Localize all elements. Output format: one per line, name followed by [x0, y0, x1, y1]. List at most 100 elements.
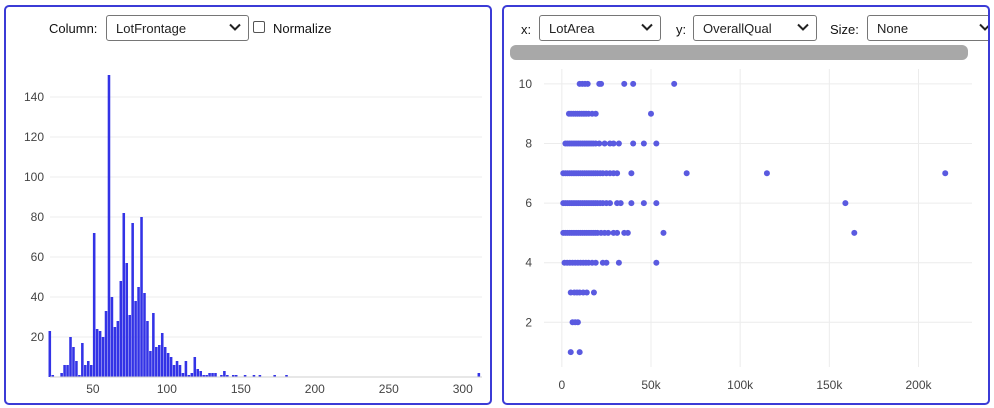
histogram-bar: [134, 301, 137, 377]
histogram-bar: [116, 321, 120, 377]
size-select[interactable]: None: [867, 15, 988, 41]
y-tick-label: 2: [525, 315, 532, 329]
histogram-bar: [193, 357, 197, 377]
histogram-bar: [128, 315, 131, 377]
scatter-point: [617, 200, 624, 207]
normalize-label: Normalize: [273, 21, 332, 36]
scatter-point: [614, 170, 621, 177]
histogram-bar: [143, 293, 146, 377]
scatter-point: [567, 349, 574, 356]
histogram-bar: [122, 213, 126, 377]
y-tick-label: 100: [24, 170, 44, 184]
histogram-panel: Column: LotFrontage Normalize 20 40 60 80 10…: [4, 5, 492, 405]
scatter-point: [640, 140, 647, 147]
histogram-bar: [107, 75, 111, 377]
y-tick-label: 6: [525, 196, 532, 210]
histogram-bar: [155, 347, 158, 377]
scatter-point: [592, 110, 599, 117]
scatter-point: [640, 200, 647, 207]
scatter-point: [763, 170, 770, 177]
histogram-bar: [140, 217, 143, 377]
scatter-point: [842, 200, 849, 207]
histogram-bar: [125, 263, 129, 377]
histogram-bar: [60, 373, 63, 377]
histogram-bar: [477, 373, 481, 377]
scatter-point: [851, 229, 858, 236]
histogram-bar: [208, 373, 211, 377]
histogram-bar: [181, 373, 185, 377]
y-tick-label: 10: [519, 77, 533, 91]
x-tick-label: 150: [231, 382, 251, 396]
scatter-point: [601, 140, 608, 147]
column-label: Column:: [49, 21, 98, 36]
histogram-bar: [220, 375, 223, 377]
column-select[interactable]: LotFrontage: [106, 15, 249, 41]
histogram-bar: [95, 329, 99, 377]
histogram-bar: [234, 375, 238, 377]
scatter-point: [653, 140, 660, 147]
y-tick-label: 8: [525, 137, 532, 151]
histogram-bar: [211, 373, 214, 377]
histogram-bar: [84, 365, 87, 377]
histogram-bar: [51, 375, 55, 377]
histogram-bar: [175, 361, 179, 377]
histogram-bar: [178, 365, 182, 377]
y-tick-label: 80: [31, 210, 45, 224]
histogram-bar: [184, 361, 188, 377]
x-tick-label: 100: [157, 382, 177, 396]
scatter-point: [605, 229, 612, 236]
scatter-point: [590, 289, 597, 296]
histogram-bar: [160, 333, 164, 377]
scatter-point: [592, 259, 599, 266]
histogram-bar: [69, 337, 72, 377]
histogram-bar: [137, 287, 140, 377]
scatter-point: [576, 349, 583, 356]
histogram-bar: [172, 365, 176, 377]
x-tick-label: 0: [558, 378, 565, 392]
histogram-bar: [98, 331, 102, 377]
histogram-bar: [86, 361, 90, 377]
y-tick-label: 4: [525, 256, 532, 270]
histogram-bar: [190, 373, 194, 377]
normalize-checkbox[interactable]: [253, 21, 265, 33]
histogram-bar: [146, 321, 149, 377]
scatter-point: [615, 259, 622, 266]
histogram-bar: [81, 343, 84, 377]
x-axis-label: x:: [521, 22, 532, 37]
scatter-point: [660, 229, 667, 236]
scatter-point: [653, 200, 660, 207]
histogram-bar: [149, 351, 152, 377]
y-axis-label: y:: [676, 22, 687, 37]
histogram-bar: [101, 337, 105, 377]
x-select[interactable]: LotArea: [539, 15, 661, 41]
chevron-down-icon: [641, 23, 653, 31]
scatter-chart: 2 4 6 8 10 0 50k 100k 150k 200k: [519, 69, 972, 392]
scatter-point: [630, 140, 637, 147]
x-tick-label: 200: [305, 382, 325, 396]
histogram-bar: [63, 365, 66, 377]
histogram-bar: [131, 223, 134, 377]
scatter-point: [653, 259, 660, 266]
scatter-point: [598, 80, 605, 87]
scatter-point: [606, 200, 613, 207]
scatter-point: [583, 289, 590, 296]
x-tick-label: 300: [453, 382, 473, 396]
histogram-chart: 20 40 60 80 100 120 140 50 100 150 200 250 300: [24, 75, 482, 396]
chevron-down-icon: [979, 23, 988, 31]
x-tick-label: 100k: [727, 378, 754, 392]
column-select-value: LotFrontage: [116, 21, 187, 36]
scatter-point: [628, 170, 635, 177]
x-select-value: LotArea: [549, 21, 595, 36]
x-tick-label: 50: [86, 382, 100, 396]
x-tick-label: 50k: [641, 378, 661, 392]
histogram-bar: [214, 373, 217, 377]
scatter-point: [624, 229, 631, 236]
histogram-bar: [169, 357, 173, 377]
histogram-bar: [205, 375, 208, 377]
histogram-bar: [92, 233, 96, 377]
y-select[interactable]: OverallQual: [693, 15, 817, 41]
size-label: Size:: [830, 22, 859, 37]
horizontal-scrollbar[interactable]: [510, 45, 968, 60]
scatter-panel: x: LotArea y: OverallQual Size: None 2 4 6…: [502, 5, 990, 405]
y-tick-label: 140: [24, 90, 44, 104]
